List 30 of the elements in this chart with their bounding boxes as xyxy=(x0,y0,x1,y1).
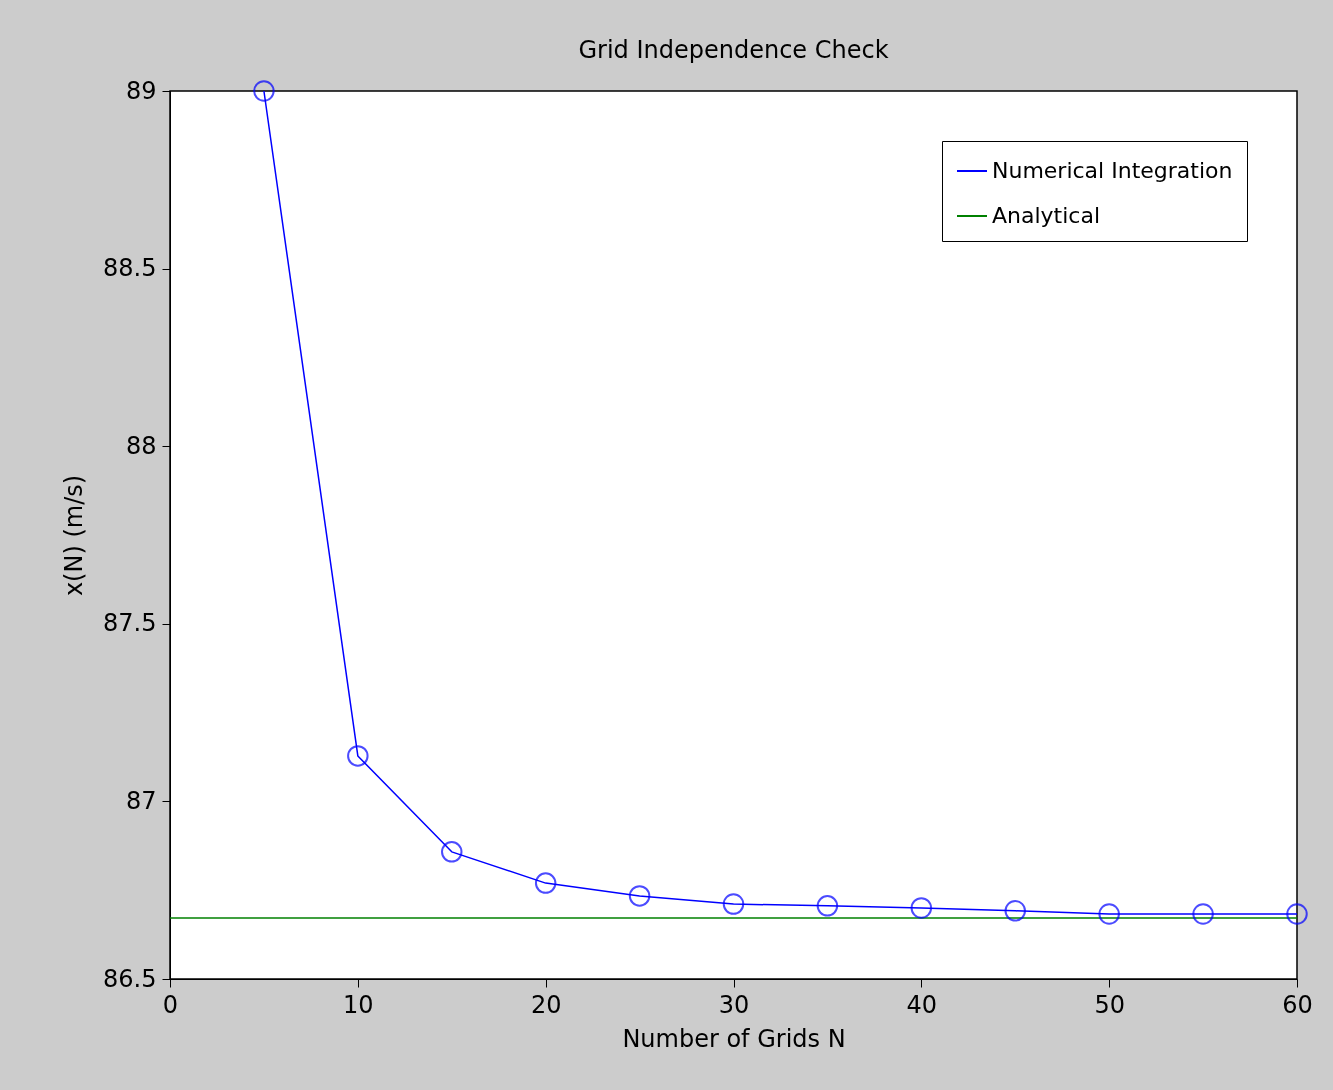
point xyxy=(722,893,745,915)
x-tick-label: 30 xyxy=(718,990,750,1019)
y-tick-label: 88.5 xyxy=(103,254,157,283)
x-axis-title: Number of Grids N xyxy=(622,1024,846,1053)
legend-label: Numerical Integration xyxy=(992,158,1233,183)
x-tick-label: 60 xyxy=(1282,990,1313,1019)
legend-label: Analytical xyxy=(992,203,1101,228)
chart-title: Grid Independence Check xyxy=(578,36,889,65)
x-tick-label: 50 xyxy=(1094,990,1125,1019)
point xyxy=(441,841,463,863)
y-tick-label: 88 xyxy=(125,431,157,460)
y-axis-title: x(N) (m/s) xyxy=(60,474,89,597)
x-tick-label: 10 xyxy=(343,990,374,1019)
point xyxy=(910,897,933,919)
point xyxy=(628,885,651,907)
x-tick-label: 20 xyxy=(530,990,562,1019)
point xyxy=(253,80,275,102)
point xyxy=(1192,903,1214,925)
point xyxy=(1286,903,1308,925)
point xyxy=(534,872,557,894)
x-tick-label: 40 xyxy=(906,990,938,1019)
y-tick-label: 87.5 xyxy=(103,609,157,638)
y-tick-label: 89 xyxy=(125,76,157,105)
point xyxy=(1004,900,1026,922)
point xyxy=(347,745,369,767)
point xyxy=(816,895,839,917)
y-tick-label: 87 xyxy=(125,786,157,815)
y-tick-label: 86.5 xyxy=(103,964,157,993)
x-tick-label: 0 xyxy=(162,990,179,1019)
point xyxy=(1098,903,1120,925)
